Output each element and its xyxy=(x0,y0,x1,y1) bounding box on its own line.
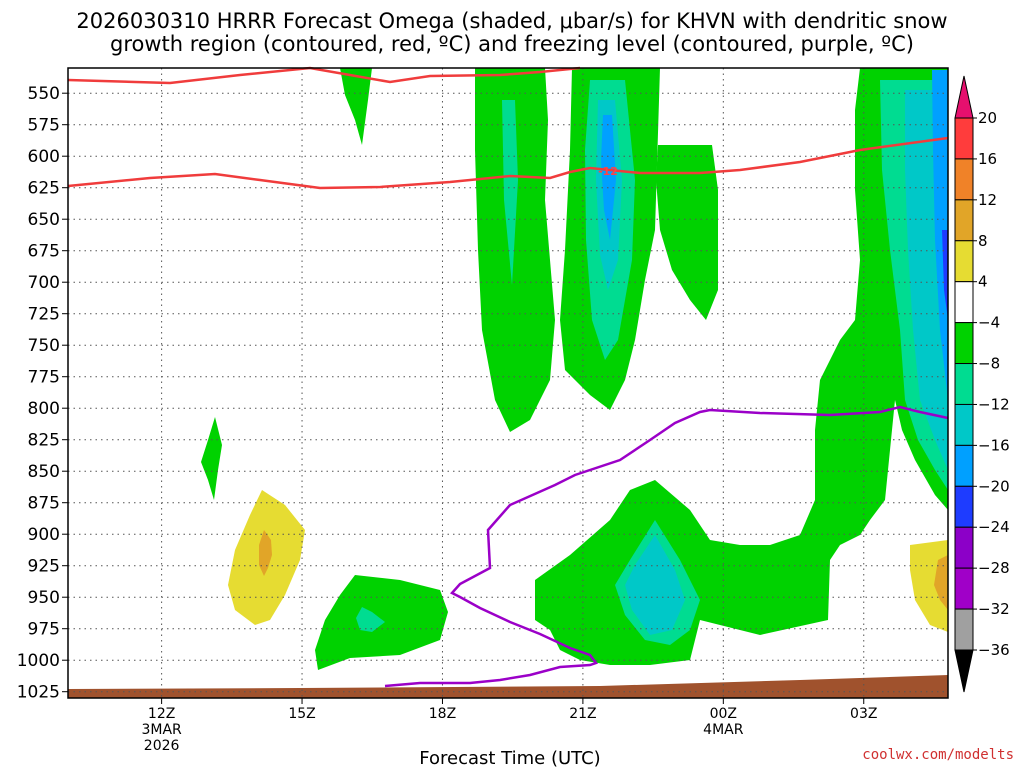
x-tick-year: 2026 xyxy=(144,738,180,754)
dendritic-contour-upper xyxy=(67,66,581,85)
omega-region-upward-strongest xyxy=(601,115,616,240)
colorbar-bin xyxy=(954,199,974,242)
colorbar-label: 20 xyxy=(978,109,997,127)
colorbar-bin xyxy=(954,485,974,528)
colorbar-bin xyxy=(954,363,974,405)
colorbar-label: −12 xyxy=(978,395,1010,413)
y-tick-label: 850 xyxy=(28,462,60,482)
time-gridlines xyxy=(161,68,865,698)
colorbar-label: −36 xyxy=(978,641,1010,659)
plot-frame xyxy=(67,67,949,699)
colorbar-bin xyxy=(954,281,974,324)
y-tick-label: 800 xyxy=(28,399,60,419)
y-tick-label: 775 xyxy=(28,368,60,388)
omega-region-upward-weak xyxy=(201,417,222,500)
x-tick-label: 12Z xyxy=(148,706,175,722)
colorbar-label: −4 xyxy=(978,314,1000,332)
colorbar-bin xyxy=(954,608,974,651)
y-tick-label: 650 xyxy=(28,210,60,230)
credit-text: coolwx.com/modelts xyxy=(862,747,1014,763)
colorbar-bin xyxy=(954,444,974,487)
colorbar-bin xyxy=(954,567,974,610)
x-tick-date: 4MAR xyxy=(703,722,744,738)
colorbar-label: 4 xyxy=(978,273,988,291)
omega-region-upward-weak xyxy=(656,145,718,320)
colorbar-bin xyxy=(954,526,974,569)
freezing-level-contour xyxy=(384,405,949,688)
colorbar: 20 16 12 8 4 −4 −8 −12 −16 −20 −24 −28 −32 −36 xyxy=(954,75,1010,693)
y-tick-label: 1000 xyxy=(17,651,60,671)
chart-title-line1: 2026030310 HRRR Forecast Omega (shaded, … xyxy=(76,9,947,33)
x-tick-label: 15Z xyxy=(288,706,315,722)
dendritic-contour-label: -12 xyxy=(598,165,618,178)
y-tick-label: 975 xyxy=(28,620,60,640)
omega-shading xyxy=(201,68,948,670)
y-tick-label: 875 xyxy=(28,494,60,514)
omega-region-downward-moderate xyxy=(934,555,948,610)
y-tick-label: 900 xyxy=(28,525,60,545)
y-tick-label: 750 xyxy=(28,336,60,356)
y-tick-label: 950 xyxy=(28,588,60,608)
y-tick-label: 575 xyxy=(28,116,60,136)
y-axis: 550 575 600 625 650 675 700 725 750 775 800 825 850 8… xyxy=(17,84,68,703)
omega-region-upward-strong xyxy=(625,535,685,635)
dendritic-contour-lower xyxy=(67,136,949,190)
y-tick-label: 1025 xyxy=(17,683,60,703)
y-tick-label: 550 xyxy=(28,84,60,104)
omega-region-upward-moderate xyxy=(356,607,385,632)
omega-region-upward-very-strong xyxy=(942,230,948,320)
x-tick-date: 3MAR xyxy=(141,722,182,738)
y-tick-label: 925 xyxy=(28,557,60,577)
colorbar-bin xyxy=(954,117,974,160)
colorbar-label: −8 xyxy=(978,355,1000,373)
y-tick-label: 600 xyxy=(28,147,60,167)
x-tick-label: 18Z xyxy=(429,706,456,722)
omega-region-downward-moderate xyxy=(259,530,272,576)
y-tick-label: 675 xyxy=(28,242,60,262)
colorbar-label: 12 xyxy=(978,191,997,209)
colorbar-label: −20 xyxy=(978,477,1010,495)
colorbar-bin xyxy=(954,403,974,446)
colorbar-label: 16 xyxy=(978,150,997,168)
omega-region-upward-weak xyxy=(340,68,372,145)
omega-region-upward-moderate xyxy=(502,100,518,285)
colorbar-bin xyxy=(954,322,974,365)
y-tick-label: 825 xyxy=(28,431,60,451)
colorbar-over-triangle xyxy=(954,75,974,119)
y-tick-label: 700 xyxy=(28,273,60,293)
colorbar-label: 8 xyxy=(978,232,988,250)
colorbar-bin xyxy=(954,158,974,201)
chart-title-line2: growth region (contoured, red, ºC) and f… xyxy=(110,32,914,56)
x-tick-label: 03Z xyxy=(850,706,877,722)
x-axis-label: Forecast Time (UTC) xyxy=(419,748,600,768)
colorbar-label: −28 xyxy=(978,559,1010,577)
omega-region-upward-weak xyxy=(535,68,948,665)
y-tick-label: 725 xyxy=(28,305,60,325)
colorbar-bin xyxy=(954,240,974,283)
plot-area: -12 xyxy=(67,66,949,699)
pressure-gridlines xyxy=(68,92,948,693)
y-tick-label: 625 xyxy=(28,179,60,199)
colorbar-under-triangle xyxy=(954,649,974,693)
omega-region-upward-strongest xyxy=(932,70,948,400)
x-tick-label: 21Z xyxy=(569,706,596,722)
colorbar-label: −32 xyxy=(978,600,1010,618)
terrain-fill xyxy=(68,675,948,698)
omega-region-upward-weak xyxy=(475,68,555,432)
colorbar-label: −16 xyxy=(978,436,1010,454)
x-tick-label: 00Z xyxy=(710,706,737,722)
colorbar-label: −24 xyxy=(978,518,1010,536)
